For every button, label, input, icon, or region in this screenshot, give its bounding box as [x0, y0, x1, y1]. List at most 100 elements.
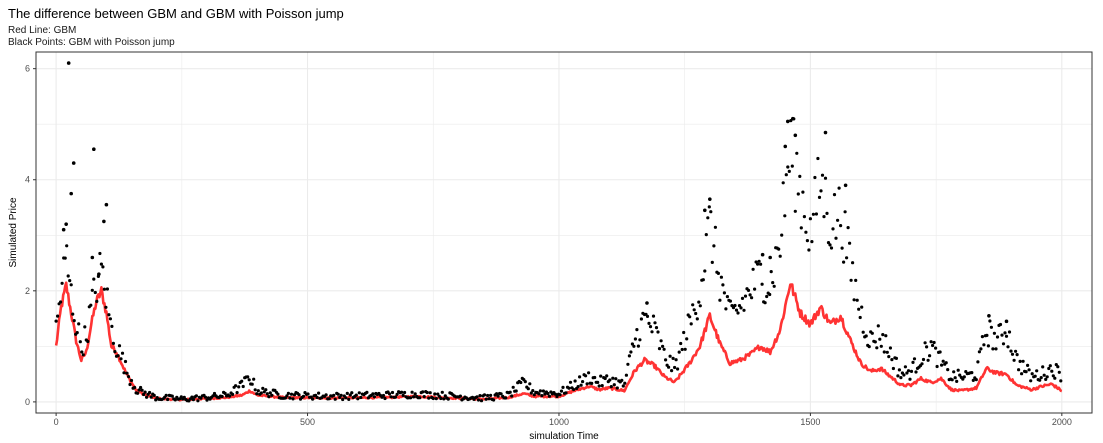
jump-point: [315, 395, 319, 400]
jump-point: [751, 267, 755, 271]
jump-point: [572, 387, 576, 392]
jump-point: [876, 324, 880, 328]
jump-point: [603, 376, 607, 381]
jump-point: [791, 116, 795, 121]
jump-point: [154, 398, 158, 402]
jump-point: [306, 392, 310, 396]
jump-point: [992, 331, 997, 335]
jump-point: [674, 358, 678, 362]
jump-point: [484, 397, 488, 401]
jump-point: [769, 270, 773, 274]
jump-point: [440, 390, 444, 394]
jump-point: [105, 287, 109, 291]
jump-point: [1056, 365, 1060, 369]
jump-point: [499, 392, 503, 396]
jump-point: [288, 396, 292, 400]
jump-point: [1026, 363, 1030, 367]
jump-point: [252, 377, 256, 381]
jump-point: [585, 382, 589, 386]
jump-point: [196, 399, 200, 403]
jump-point: [191, 398, 195, 402]
jump-point: [708, 197, 712, 201]
jump-point: [1027, 368, 1031, 372]
jump-point: [1030, 372, 1034, 376]
jump-point: [111, 341, 115, 345]
jump-point: [662, 347, 666, 351]
jump-point: [286, 391, 290, 395]
jump-point: [829, 246, 834, 250]
jump-point: [724, 307, 728, 311]
jump-point: [289, 392, 294, 396]
jump-point: [885, 350, 889, 354]
jump-point: [786, 165, 790, 169]
jump-point: [504, 396, 508, 400]
jump-point: [60, 281, 64, 285]
jump-point: [203, 395, 208, 399]
jump-point: [710, 260, 714, 264]
jump-point: [615, 386, 619, 390]
jump-point: [834, 236, 838, 240]
jump-point: [659, 339, 663, 343]
jump-point: [621, 384, 625, 388]
jump-point: [291, 397, 295, 401]
jump-point: [855, 298, 859, 302]
jump-point: [879, 344, 883, 348]
jump-point: [709, 210, 713, 214]
jump-point: [511, 385, 515, 389]
jump-point: [410, 390, 414, 394]
jump-point: [190, 395, 194, 399]
jump-point: [935, 364, 939, 369]
jump-point: [813, 175, 817, 180]
jump-point: [994, 347, 998, 351]
jump-point: [600, 384, 604, 388]
jump-point: [784, 173, 788, 177]
jump-point: [110, 324, 114, 328]
jump-point: [670, 369, 674, 373]
jump-point: [122, 371, 126, 375]
jump-point: [805, 239, 810, 243]
jump-point: [661, 344, 665, 348]
y-tick-label: 2: [25, 286, 30, 296]
jump-point: [718, 298, 722, 302]
jump-point: [979, 347, 983, 351]
jump-point: [482, 393, 487, 397]
jump-point: [537, 392, 541, 396]
jump-point: [317, 391, 321, 395]
jump-point: [1017, 368, 1021, 372]
jump-point: [703, 208, 707, 213]
jump-point: [129, 378, 134, 383]
jump-point: [267, 395, 271, 399]
jump-point: [1059, 379, 1063, 383]
jump-point: [635, 328, 639, 332]
jump-point: [810, 240, 814, 244]
jump-point: [345, 391, 349, 395]
jump-point: [851, 261, 855, 265]
jump-point: [780, 233, 784, 237]
jump-point: [864, 334, 868, 338]
jump-point: [756, 262, 760, 266]
jump-point: [688, 315, 692, 319]
jump-point: [92, 277, 96, 281]
jump-point: [558, 393, 562, 397]
jump-point: [692, 308, 696, 312]
jump-point: [991, 347, 995, 351]
jump-point: [608, 378, 612, 382]
jump-point: [685, 337, 689, 341]
jump-point: [259, 391, 263, 395]
jump-point: [573, 379, 577, 383]
jump-point: [240, 379, 244, 383]
jump-point: [763, 301, 767, 305]
jump-point: [656, 330, 660, 334]
jump-point: [633, 337, 638, 341]
jump-point: [743, 294, 748, 298]
jump-point: [875, 346, 879, 350]
jump-point: [458, 394, 462, 398]
jump-point: [654, 326, 659, 330]
jump-point: [976, 360, 980, 364]
jump-point: [843, 183, 848, 188]
jump-point: [953, 376, 957, 380]
jump-point: [905, 371, 909, 375]
jump-point: [739, 306, 743, 310]
jump-point: [858, 315, 862, 320]
jump-point: [950, 378, 954, 382]
